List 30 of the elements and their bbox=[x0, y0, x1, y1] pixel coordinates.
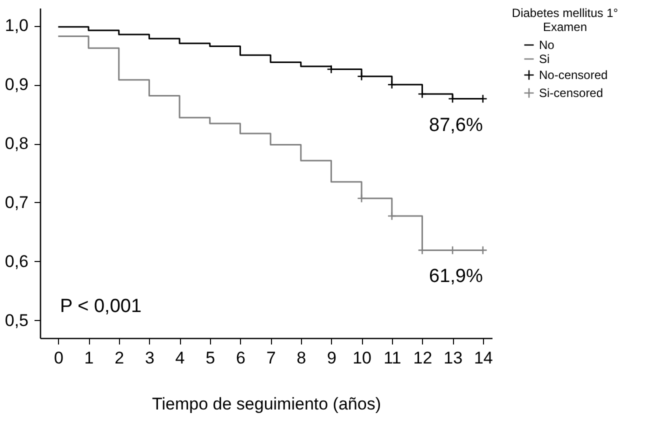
x-tick-label: 1 bbox=[84, 348, 94, 368]
annotation: 87,6% bbox=[429, 114, 484, 136]
legend-label: No bbox=[539, 38, 555, 52]
x-tick-label: 5 bbox=[206, 348, 216, 368]
legend-title: Diabetes mellitus 1° Examen bbox=[512, 6, 618, 34]
x-tick-label: 9 bbox=[326, 348, 336, 368]
y-tick-label: 0,9 bbox=[4, 75, 28, 94]
x-tick-label: 10 bbox=[352, 348, 372, 368]
x-tick-label: 4 bbox=[175, 348, 185, 368]
y-tick-label: 1,0 bbox=[4, 16, 28, 36]
x-tick-label: 14 bbox=[474, 348, 493, 368]
x-tick-label: 7 bbox=[266, 348, 276, 368]
y-tick-label: 0,7 bbox=[4, 192, 28, 212]
x-tick-label: 8 bbox=[296, 348, 306, 368]
x-tick-label: 2 bbox=[114, 348, 124, 368]
legend-label: No-censored bbox=[539, 68, 608, 82]
x-tick-label: 0 bbox=[54, 348, 64, 368]
y-tick-label: 0,5 bbox=[4, 310, 28, 330]
legend-label: Si bbox=[539, 52, 550, 66]
x-tick-label: 12 bbox=[413, 348, 432, 368]
y-tick-label: 0,6 bbox=[4, 252, 28, 271]
legend-label: Si-censored bbox=[539, 86, 604, 100]
x-axis-title: Tiempo de seguimiento (años) bbox=[152, 394, 381, 414]
x-tick-label: 13 bbox=[444, 348, 463, 368]
x-tick-label: 11 bbox=[384, 348, 402, 368]
annotation: P < 0,001 bbox=[60, 296, 142, 317]
x-tick-label: 3 bbox=[144, 348, 154, 368]
y-tick-label: 0,8 bbox=[4, 134, 28, 154]
annotation: 61,9% bbox=[429, 266, 484, 288]
x-tick-label: 6 bbox=[236, 348, 246, 368]
